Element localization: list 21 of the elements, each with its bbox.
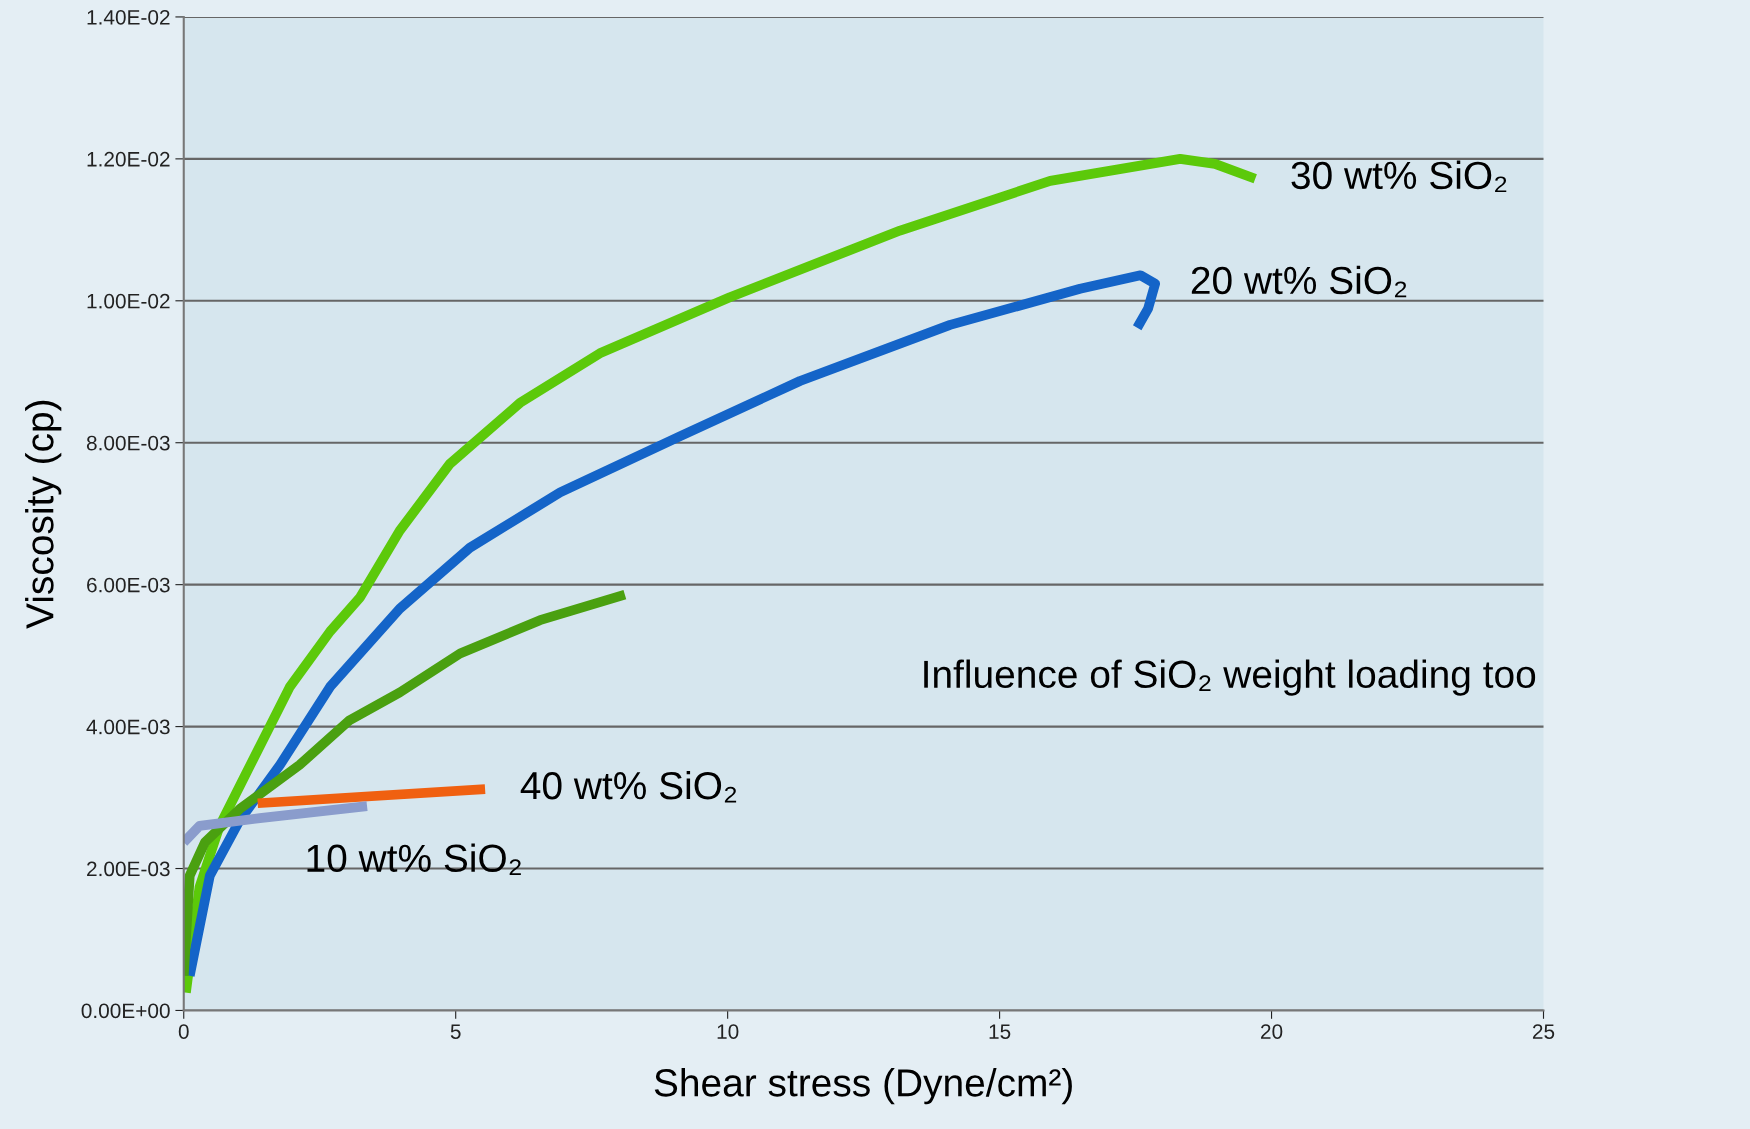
x-tick-label: 5 [450, 1024, 461, 1039]
y-tick-label: 1.00E-02 [87, 293, 170, 309]
y-tick-label: 2.00E-03 [87, 861, 170, 877]
series-label: 30 wt% SiO₂ [1291, 160, 1507, 193]
x-tick-label: 20 [1261, 1024, 1283, 1039]
series-label: 40 wt% SiO₂ [520, 770, 737, 803]
y-tick-label: 4.00E-03 [86, 719, 170, 735]
series-label: 10 wt% SiO₂ [307, 843, 521, 876]
x-tick-label: 10 [717, 1024, 739, 1039]
x-axis-title: Shear stress (Dyne/cm²) [654, 1068, 1072, 1105]
y-tick-label: 6.00E-03 [87, 577, 170, 593]
x-tick-label: 0 [178, 1024, 189, 1039]
y-tick-label: 1.20E-02 [87, 151, 170, 167]
annotation: Influence of SiO₂ weight loading too [924, 659, 1536, 696]
y-tick-label: 8.00E-03 [86, 435, 170, 451]
y-tick-label: 1.40E-02 [87, 9, 170, 25]
series-label: 20 wt% SiO₂ [1191, 265, 1407, 298]
y-axis-title: Viscosity (cp) [25, 400, 62, 629]
x-tick-label: 25 [1532, 1024, 1555, 1039]
x-tick-label: 15 [989, 1024, 1011, 1039]
y-tick-label: 0.00E+00 [81, 1003, 170, 1019]
